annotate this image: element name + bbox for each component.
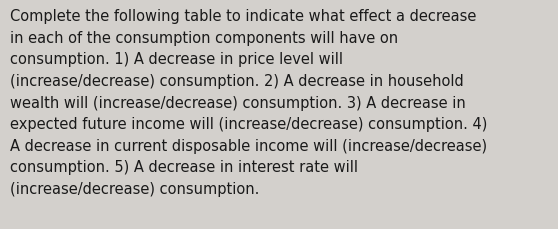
Text: Complete the following table to indicate what effect a decrease
in each of the c: Complete the following table to indicate… <box>10 9 488 196</box>
